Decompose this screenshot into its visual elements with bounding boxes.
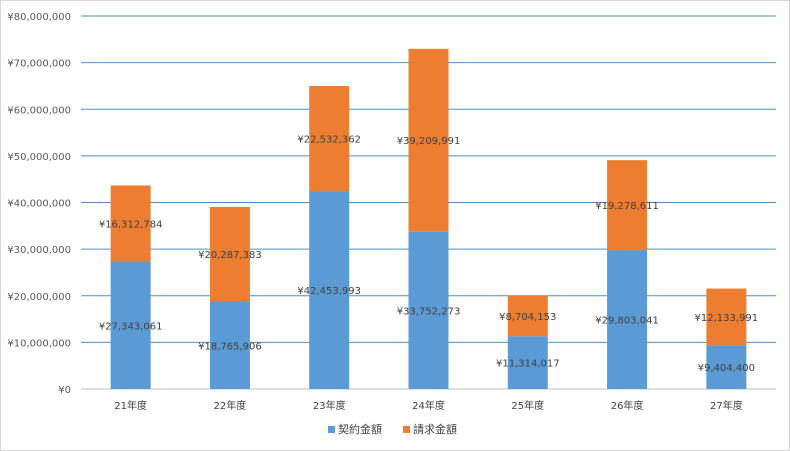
legend: 契約金額 請求金額 [328,422,457,436]
data-label: ¥19,278,611 [595,201,659,212]
data-label: ¥39,209,991 [397,136,461,147]
bar-segment-billing [110,185,151,262]
x-tick-label: 24年度 [412,399,445,412]
bar-segment-contract [408,231,449,389]
y-tick-label: ¥30,000,000 [7,245,71,256]
y-tick-label: ¥20,000,000 [7,292,71,303]
data-label: ¥16,312,784 [99,219,163,230]
x-tick-label: 25年度 [511,399,544,412]
bars [110,48,747,389]
bar-segment-billing [507,295,548,337]
data-label: ¥20,287,383 [198,250,262,261]
data-label: ¥11,314,017 [496,359,560,370]
x-tick-label: 23年度 [313,399,346,412]
bar-segment-billing [309,86,350,192]
data-label: ¥12,133,991 [695,313,759,324]
bar-segment-contract [209,301,250,389]
legend-label: 請求金額 [413,422,457,436]
x-tick-label: 21年度 [114,399,147,412]
data-label: ¥8,704,153 [499,312,556,323]
x-tick-label: 22年度 [214,399,247,412]
bar-segment-contract [607,250,648,389]
bar-segment-contract [110,261,151,389]
data-label: ¥33,752,273 [397,306,461,317]
x-axis-ticks: 21年度 22年度 23年度 24年度 25年度 26年度 27年度 [114,399,742,412]
bar-segment-contract [309,191,350,389]
data-label: ¥27,343,061 [99,321,163,332]
data-label: ¥18,765,906 [198,341,262,352]
y-tick-label: ¥60,000,000 [7,105,71,116]
bar-segment-billing [408,48,449,232]
data-label: ¥9,404,400 [698,363,755,374]
data-label: ¥42,453,993 [297,286,361,297]
y-tick-label: ¥10,000,000 [7,338,71,349]
y-tick-label: ¥40,000,000 [7,199,71,210]
y-axis-ticks: ¥0 ¥10,000,000 ¥20,000,000 ¥30,000,000 ¥40,0… [7,12,71,396]
bar-segment-contract [706,345,747,389]
x-tick-label: 26年度 [611,399,644,412]
bar-segment-billing [209,206,250,302]
bar-segment-contract [507,336,548,389]
y-tick-label: ¥0 [58,385,71,396]
x-tick-label: 27年度 [710,399,743,412]
legend-swatch [403,426,410,433]
y-tick-label: ¥70,000,000 [7,59,71,70]
bar-segment-billing [607,160,648,251]
data-label: ¥22,532,362 [297,135,361,146]
y-tick-label: ¥80,000,000 [7,12,71,23]
legend-swatch [328,426,335,433]
legend-label: 契約金額 [338,422,382,436]
data-labels: ¥27,343,061 ¥16,312,784 ¥18,765,906 ¥20,287… [99,135,758,375]
data-label: ¥29,803,041 [595,316,659,327]
y-tick-label: ¥50,000,000 [7,152,71,163]
bar-segment-billing [706,288,747,346]
